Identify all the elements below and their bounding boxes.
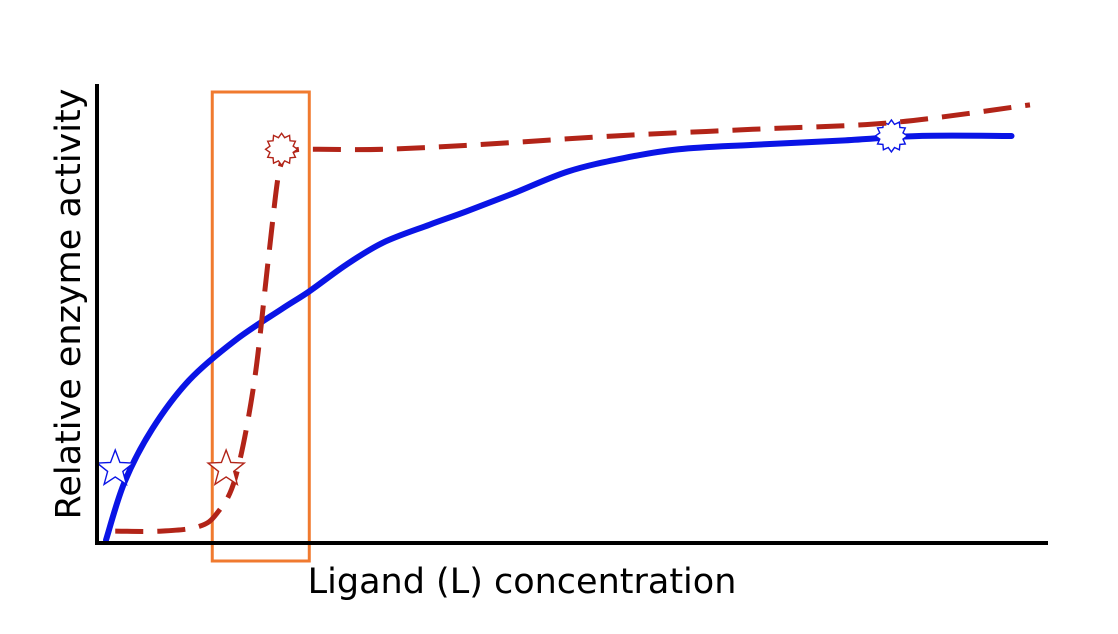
axis-layer: Ligand (L) concentration Relative enzyme… (49, 84, 1048, 602)
plot-layer (95, 90, 1031, 563)
x-axis-label: Ligand (L) concentration (308, 562, 737, 602)
y-axis-label: Relative enzyme activity (49, 89, 89, 520)
series-1-burst-marker-2 (874, 118, 909, 154)
series-2-star-marker-1 (206, 447, 247, 486)
series-1-star-marker-1 (95, 447, 136, 486)
highlight-region (210, 90, 311, 563)
series-line-1 (103, 132, 1015, 543)
series-2-burst-marker-2 (264, 132, 299, 167)
